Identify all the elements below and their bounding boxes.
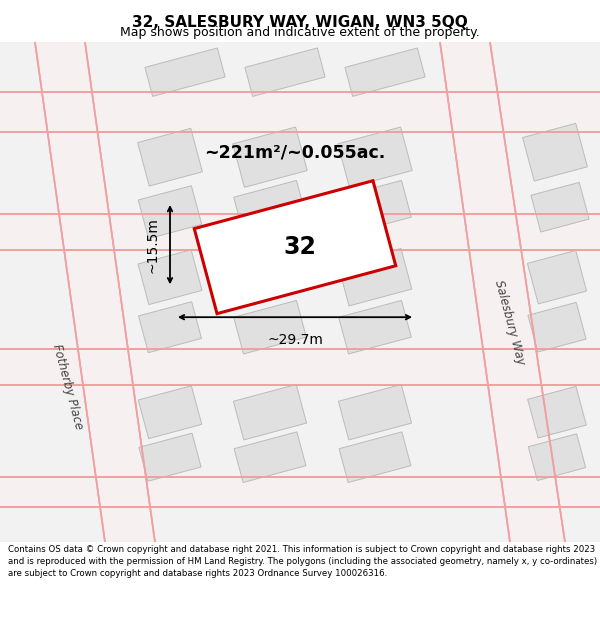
Polygon shape [194,181,396,314]
Polygon shape [138,250,202,304]
Polygon shape [138,386,202,439]
Polygon shape [35,42,155,542]
Polygon shape [137,128,202,186]
Polygon shape [338,384,412,440]
Polygon shape [339,432,411,482]
Polygon shape [245,48,325,96]
Polygon shape [529,434,586,481]
Polygon shape [145,48,225,96]
Text: ~15.5m: ~15.5m [146,217,160,272]
Text: Map shows position and indicative extent of the property.: Map shows position and indicative extent… [120,26,480,39]
Polygon shape [531,182,589,232]
Polygon shape [528,302,586,352]
Bar [0,92,600,132]
Polygon shape [338,249,412,306]
Text: Contains OS data © Crown copyright and database right 2021. This information is : Contains OS data © Crown copyright and d… [8,545,597,578]
Text: ~221m²/~0.055ac.: ~221m²/~0.055ac. [205,143,386,161]
Polygon shape [233,127,307,188]
Polygon shape [338,301,412,354]
Text: 32: 32 [284,235,316,259]
Text: Fotherby Place: Fotherby Place [50,343,86,431]
Polygon shape [527,386,586,438]
Polygon shape [233,181,307,234]
Bar [0,478,600,507]
Polygon shape [527,251,587,304]
Polygon shape [234,432,306,482]
Polygon shape [233,301,307,354]
Text: Salesbury Way: Salesbury Way [493,278,527,366]
Polygon shape [233,384,307,440]
Bar [0,349,600,385]
Polygon shape [345,48,425,96]
Polygon shape [233,249,307,306]
Polygon shape [138,186,202,239]
Polygon shape [440,42,565,542]
Polygon shape [338,181,412,234]
Polygon shape [338,127,412,188]
Text: 32, SALESBURY WAY, WIGAN, WN3 5QQ: 32, SALESBURY WAY, WIGAN, WN3 5QQ [132,15,468,30]
Text: ~29.7m: ~29.7m [267,333,323,348]
Polygon shape [139,302,202,352]
Bar [0,214,600,250]
Polygon shape [523,123,587,181]
Polygon shape [139,433,201,481]
